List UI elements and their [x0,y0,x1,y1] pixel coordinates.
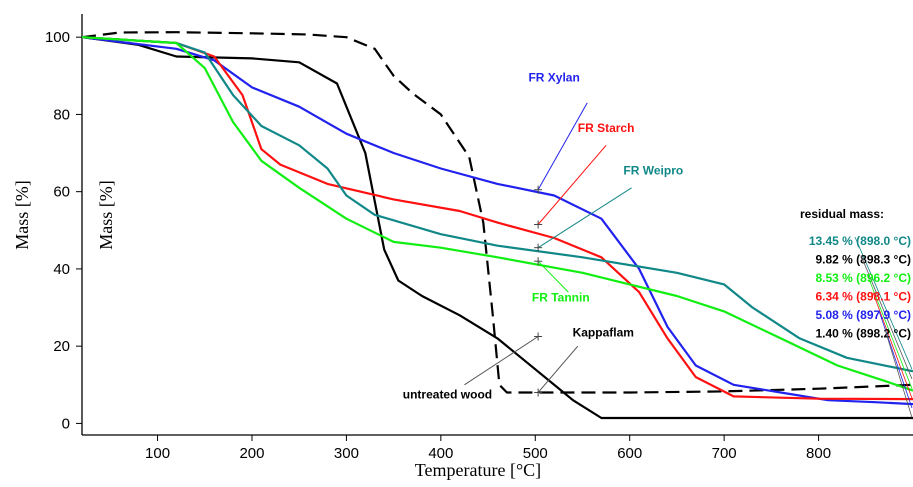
residual-leader [884,329,913,418]
x-tick-label: 300 [334,445,359,462]
residual-title: residual mass: [800,207,884,221]
x-axis-title: Temperature [°C] [415,460,541,480]
y-tick-label: 60 [53,184,70,201]
annotation-layer: FR Xylan FR Starch FR Weipro FR Tannin Kappa… [403,71,683,402]
annotation-fr-xylan: FR Xylan [528,71,579,85]
y-tick-label: 0 [62,415,70,432]
residual-item: 9.82 % (898.3 °C) [815,253,911,267]
leader-line-fr-tannin [537,260,569,293]
leader-line-fr-weipro [537,187,632,249]
x-tick-label: 700 [712,445,737,462]
series-line-fr-xylan [81,36,913,406]
residual-item: 8.53 % (896.2 °C) [815,271,911,285]
series-line-fr-weipro [81,36,913,373]
residual-item: 13.45 % (898.0 °C) [809,234,911,248]
leader-line-fr-xylan [537,102,588,190]
residual-leader [854,236,913,370]
residual-leader [860,255,913,380]
x-tick-label: 800 [806,445,831,462]
y-axis-title: Mass [%] [12,180,32,250]
y-tick-label: 20 [53,338,70,355]
annotation-fr-tannin: FR Tannin [532,291,590,305]
y-axis-title-secondary: Mass [%] [96,180,116,250]
y-tick-label: 40 [53,261,70,278]
leader-line-kappaflam [537,345,579,393]
series-line-fr-tannin [81,36,913,392]
annotation-kappaflam: Kappaflam [573,326,634,340]
y-tick-label: 80 [53,106,70,123]
series-line-fr-starch [81,36,913,401]
residual-item: 5.08 % (897.9 °C) [815,308,911,322]
annotation-fr-weipro: FR Weipro [623,163,683,177]
residual-mass-box: residual mass: 13.45 % (898.0 °C) 9.82 % (… [800,207,913,418]
x-tick-label: 100 [145,445,170,462]
x-tick-label: 200 [239,445,264,462]
leader-line-untreated-wood [464,336,539,386]
residual-item: 1.40 % (898.2 °C) [815,327,911,341]
annotation-untreated-wood: untreated wood [403,387,492,401]
axes: 100 200 300 400 500 600 700 800 0 20 40 60 80 100 [45,14,913,462]
residual-leader [866,273,913,389]
leader-line-fr-starch [537,144,607,225]
series-line-kappaflam [81,31,913,394]
annotation-fr-starch: FR Starch [578,121,635,135]
residual-leader [878,310,913,409]
series-layer [81,31,913,420]
residual-item: 6.34 % (898.1 °C) [815,290,911,304]
x-tick-label: 500 [523,445,548,462]
x-tick-label: 400 [428,445,453,462]
x-tick-label: 600 [617,445,642,462]
y-tick-label: 100 [45,29,70,46]
residual-leader [872,292,913,399]
series-line-untreated-wood [81,36,913,420]
